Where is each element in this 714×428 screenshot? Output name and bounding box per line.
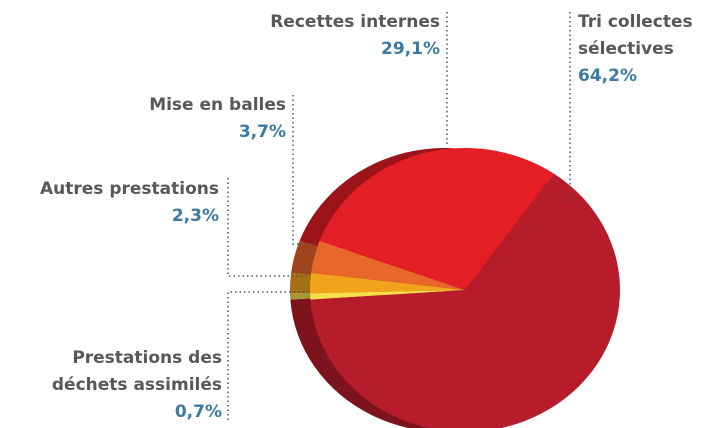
slice <box>319 148 554 290</box>
value-label: 2,3% <box>171 206 219 226</box>
value-label: 29,1% <box>381 39 440 59</box>
label: Tri collectes sélectives 64,2% <box>578 9 714 90</box>
leader-line <box>227 178 308 277</box>
category-label: Autres prestations <box>40 179 219 199</box>
label: Mise en balles 3,7% <box>60 92 286 146</box>
slice <box>310 173 620 428</box>
label: Recettes internes 29,1% <box>190 9 440 63</box>
value-label: 0,7% <box>174 402 222 422</box>
label: Autres prestations 2,3% <box>0 176 219 230</box>
category-label: Recettes internes <box>270 12 440 32</box>
category-label: Mise en balles <box>149 95 286 115</box>
category-label: Prestations des déchets assimilés <box>51 348 222 395</box>
leader-line <box>292 95 316 245</box>
slices <box>290 148 620 428</box>
label: Prestations des déchets assimilés 0,7% <box>20 345 222 426</box>
slice <box>310 290 465 300</box>
value-label: 3,7% <box>238 122 286 142</box>
category-label: Tri collectes sélectives <box>578 12 693 59</box>
slice <box>310 272 465 294</box>
leader-line <box>227 291 308 420</box>
slice <box>311 240 465 290</box>
value-label: 64,2% <box>578 66 637 86</box>
